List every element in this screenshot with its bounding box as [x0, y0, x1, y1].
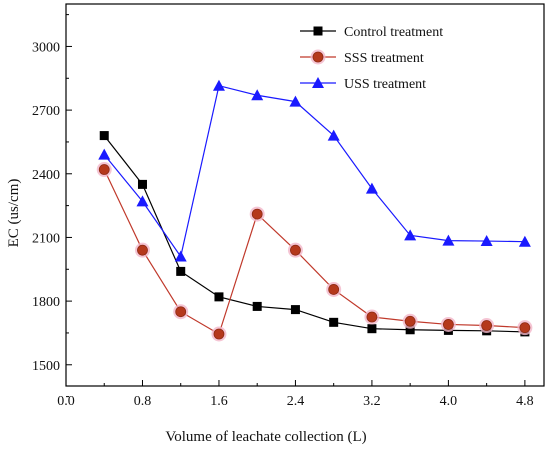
data-point-triangle — [136, 195, 149, 207]
data-point-circle — [366, 311, 378, 323]
data-point-circle — [175, 306, 187, 318]
x-axis-label: Volume of leachate collection (L) — [165, 429, 366, 445]
data-point-circle — [519, 322, 531, 334]
data-point-circle — [312, 51, 324, 63]
legend-label: Control treatment — [344, 25, 443, 40]
plot-frame — [65, 3, 545, 387]
y-tick-label: 2700 — [32, 104, 60, 119]
data-point-square — [329, 317, 339, 327]
legend-label: USS treatment — [344, 77, 426, 92]
data-point-circle — [98, 164, 110, 175]
series-square — [99, 131, 530, 337]
y-axis-label: EC (us/cm) — [6, 179, 22, 248]
data-point-triangle — [480, 235, 493, 247]
data-point-square — [214, 292, 224, 302]
series-line — [103, 169, 525, 335]
data-point-triangle — [365, 182, 378, 194]
legend-item: USS treatment — [300, 77, 426, 92]
series-line — [103, 135, 525, 333]
x-tick-label: 4.0 — [440, 394, 458, 409]
legend-item: SSS treatment — [300, 49, 424, 66]
y-tick-label: 3000 — [32, 40, 60, 55]
data-point-triangle — [174, 250, 187, 262]
data-point-triangle — [212, 79, 225, 91]
data-point-circle — [442, 319, 454, 330]
data-point-triangle — [327, 129, 340, 141]
data-point-circle — [328, 284, 340, 295]
data-point-square — [405, 325, 415, 335]
legend-item: Control treatment — [300, 25, 443, 40]
data-point-triangle — [251, 89, 264, 101]
data-point-triangle — [98, 148, 111, 160]
data-point-square — [313, 26, 323, 36]
data-point-square — [367, 324, 377, 334]
series-line — [103, 84, 525, 259]
data-point-circle — [290, 244, 301, 256]
x-tick-label: 1.6 — [210, 394, 228, 409]
data-point-triangle — [442, 234, 455, 246]
y-tick-label: 2100 — [32, 231, 60, 246]
data-point-circle — [404, 315, 416, 327]
data-point-circle — [251, 208, 263, 220]
legend-label: SSS treatment — [344, 51, 424, 66]
x-tick-label: 2.4 — [287, 394, 305, 409]
series-group — [96, 79, 533, 342]
data-point-square — [252, 301, 262, 311]
y-axis-ticks: 1500 1800 2100 2400 2700 3000 — [32, 14, 72, 398]
legend: Control treatment SSS treatment USS treatm… — [300, 25, 443, 92]
series-triangle — [98, 79, 531, 262]
data-point-triangle — [312, 77, 324, 88]
data-point-square — [137, 179, 147, 189]
data-point-circle — [137, 244, 148, 256]
data-point-square — [290, 305, 300, 315]
y-tick-label: 1500 — [32, 359, 60, 374]
y-tick-label: 1800 — [32, 295, 60, 310]
x-tick-label: 4.8 — [516, 394, 534, 409]
series-circle — [96, 162, 533, 342]
data-point-circle — [213, 328, 225, 340]
x-tick-label: 3.2 — [363, 394, 381, 409]
data-point-circle — [481, 320, 493, 331]
data-point-square — [176, 266, 186, 276]
x-tick-label: 0.8 — [134, 394, 152, 409]
data-point-triangle — [404, 229, 417, 241]
x-axis-ticks: 0.0 0.8 1.6 2.4 3.2 4.0 4.8 — [57, 380, 534, 409]
data-point-triangle — [518, 235, 531, 247]
data-point-square — [99, 131, 109, 141]
y-tick-label: 2400 — [32, 168, 60, 183]
x-tick-label: 0.0 — [57, 394, 75, 409]
data-point-triangle — [289, 95, 302, 107]
